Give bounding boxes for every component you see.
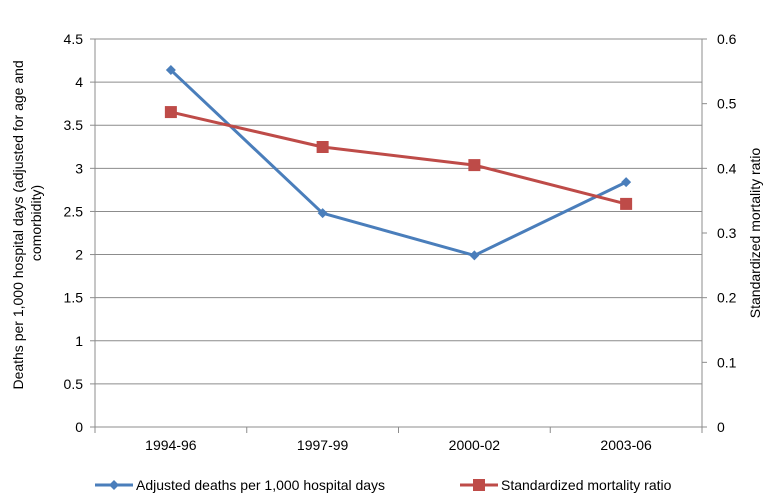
right-axis-title: Standardized mortality ratio — [747, 148, 763, 319]
right-tick-label: 0 — [717, 419, 725, 435]
left-y-axis: 0 0.5 1 1.5 2 2.5 3 3.5 4 4.5 — [64, 31, 95, 435]
legend-item-smr: Standardized mortality ratio — [460, 477, 672, 493]
x-tick-label: 2000-02 — [449, 437, 501, 453]
left-tick-label: 4 — [75, 74, 83, 90]
legend-label-smr: Standardized mortality ratio — [501, 477, 672, 493]
left-tick-label: 2 — [75, 247, 83, 263]
right-tick-label: 0.4 — [717, 160, 737, 176]
right-tick-label: 0.5 — [717, 96, 737, 112]
data-point-square — [316, 140, 329, 153]
left-axis-title-line-1: Deaths per 1,000 hospital days (adjusted… — [10, 60, 26, 389]
data-point-diamond — [165, 65, 176, 76]
x-axis: 1994-96 1997-99 2000-02 2003-06 — [94, 427, 703, 453]
left-tick-label: 3 — [75, 160, 83, 176]
legend-label-adjusted-deaths: Adjusted deaths per 1,000 hospital days — [136, 477, 385, 493]
right-tick-label: 0.3 — [717, 225, 737, 241]
right-tick-label: 0.6 — [717, 31, 737, 47]
x-tick-label: 1997-99 — [297, 437, 349, 453]
series-lines — [164, 65, 633, 261]
x-tick-label: 1994-96 — [145, 437, 197, 453]
x-tick-label: 2003-06 — [600, 437, 652, 453]
gridlines — [95, 38, 702, 385]
legend-diamond-marker — [109, 480, 119, 490]
left-tick-label: 1 — [75, 333, 83, 349]
right-tick-label: 0.2 — [717, 290, 737, 306]
left-tick-label: 0 — [75, 419, 83, 435]
left-tick-label: 4.5 — [64, 31, 84, 47]
legend-square-marker — [473, 479, 485, 491]
series-line-smr — [170, 110, 627, 206]
left-axis-title: Deaths per 1,000 hospital days (adjusted… — [10, 56, 44, 389]
legend: Adjusted deaths per 1,000 hospital days … — [95, 477, 672, 493]
series-line-adjusted-deaths — [169, 68, 627, 257]
right-tick-label: 0.1 — [717, 354, 737, 370]
data-point-diamond — [317, 208, 328, 219]
data-point-square — [164, 106, 177, 119]
left-tick-label: 3.5 — [64, 117, 84, 133]
data-point-diamond — [469, 250, 480, 261]
data-point-diamond — [621, 177, 632, 188]
data-point-square — [468, 159, 481, 172]
data-point-square — [620, 197, 633, 210]
left-tick-label: 2.5 — [64, 203, 84, 219]
left-tick-label: 1.5 — [64, 290, 84, 306]
left-axis-title-line-2: comorbidity) — [28, 185, 44, 261]
left-tick-label: 0.5 — [64, 376, 84, 392]
legend-item-adjusted-deaths: Adjusted deaths per 1,000 hospital days — [95, 477, 385, 493]
right-y-axis: 0 0.1 0.2 0.3 0.4 0.5 0.6 — [702, 31, 737, 435]
